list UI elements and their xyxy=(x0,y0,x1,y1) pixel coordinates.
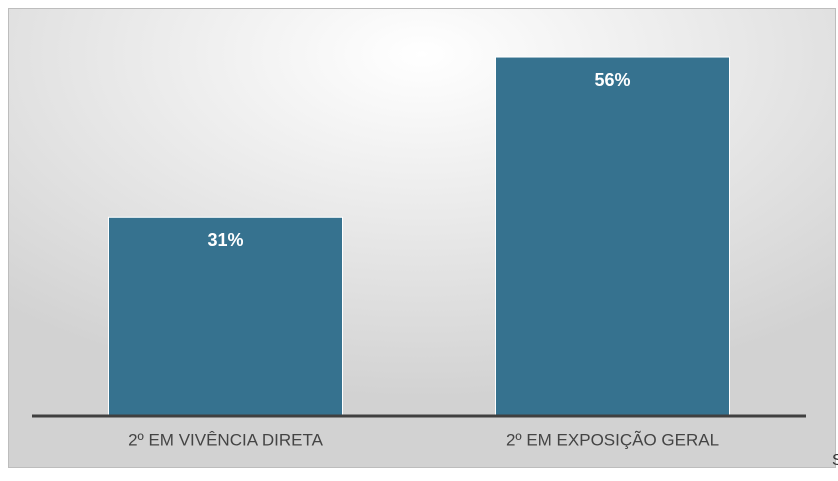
data-label: 56% xyxy=(594,70,630,90)
x-tick-label: 2º EM VIVÊNCIA DIRETA xyxy=(128,430,323,449)
x-tick-label: 2º EM EXPOSIÇÃO GERAL xyxy=(506,430,719,449)
edge-text: S xyxy=(832,452,838,469)
bar xyxy=(108,216,343,417)
bar xyxy=(495,56,730,417)
data-label: 31% xyxy=(207,230,243,250)
